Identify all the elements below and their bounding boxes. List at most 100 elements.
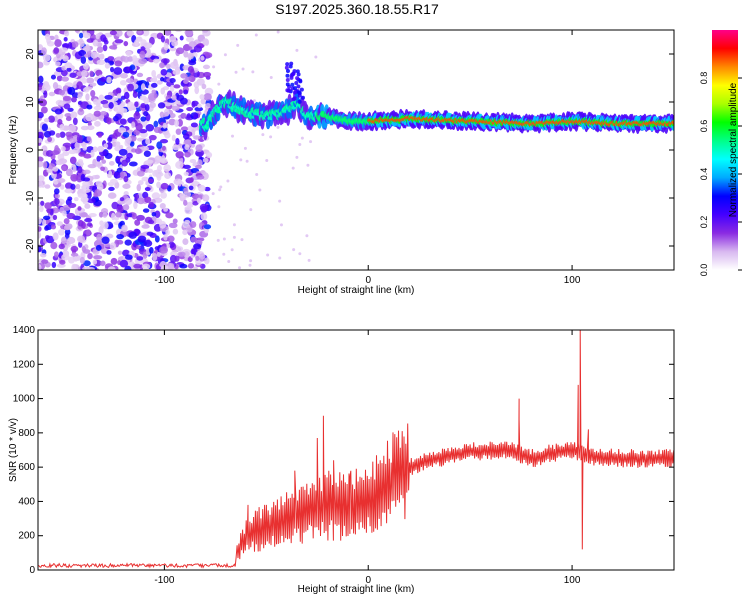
heatmap-cell	[108, 170, 113, 179]
heatmap-cell	[38, 205, 44, 213]
heatmap-cell	[193, 266, 198, 270]
heatmap-cell	[57, 118, 63, 125]
heatmap-cell	[42, 161, 48, 169]
heatmap-cell	[101, 159, 107, 164]
heatmap-cell	[230, 248, 234, 252]
heatmap-cell	[174, 30, 183, 33]
heatmap-cell	[110, 96, 119, 102]
snr-y-tick-label: 800	[18, 428, 35, 439]
heatmap-cell	[110, 257, 118, 265]
heatmap-cell	[44, 33, 51, 41]
heatmap-cell	[94, 120, 101, 127]
heatmap-cell	[165, 212, 174, 219]
heatmap-cell	[199, 94, 205, 100]
heatmap-cell	[85, 93, 90, 101]
heatmap-cell	[309, 140, 313, 144]
heatmap-cell	[131, 212, 137, 220]
heatmap-cell	[51, 261, 57, 269]
heatmap-cell	[117, 127, 127, 134]
colorbar-tick-label: 0.8	[699, 72, 709, 85]
heatmap-cell	[128, 106, 134, 111]
heatmap-cell	[154, 210, 161, 219]
heatmap-cell	[172, 218, 178, 224]
snr-y-label: SNR (10 * v/v)	[8, 418, 19, 482]
heatmap-cell	[187, 262, 195, 269]
heatmap-cell	[70, 252, 79, 257]
heatmap-cell	[146, 159, 154, 164]
heatmap-cell	[60, 184, 65, 190]
heatmap-cell	[156, 173, 162, 181]
heatmap-cell	[219, 185, 223, 189]
colorbar-tick-label: 0.0	[699, 264, 709, 277]
heatmap-cell	[45, 150, 54, 157]
heatmap-cell	[96, 102, 101, 108]
heatmap-cell	[50, 241, 58, 250]
heatmap-cell	[159, 158, 168, 164]
heatmap-cell	[185, 36, 195, 42]
heatmap-cell	[172, 144, 181, 151]
heatmap-cell	[102, 212, 108, 218]
heatmap-cell	[52, 166, 59, 172]
heatmap-cell	[156, 141, 163, 150]
heatmap-cell	[48, 115, 55, 123]
heatmap-cell	[102, 44, 108, 52]
heatmap-cell	[128, 161, 138, 167]
heatmap-cell	[100, 99, 109, 105]
heatmap-cell	[50, 224, 57, 230]
heatmap-cell	[123, 40, 129, 47]
heatmap-cell	[184, 206, 192, 211]
heatmap-cell	[124, 254, 133, 260]
heatmap-cell	[266, 253, 270, 257]
heatmap-cell	[46, 208, 51, 214]
heatmap-cell	[193, 113, 198, 120]
heatmap-cell	[99, 220, 104, 226]
heatmap-cell	[77, 235, 86, 243]
heatmap-cell	[171, 94, 177, 101]
heatmap-cell	[297, 93, 302, 98]
heatmap-cell	[129, 64, 136, 71]
heatmap-cell	[216, 110, 221, 122]
heatmap-cell	[61, 65, 66, 71]
heatmap-cell	[147, 168, 153, 174]
heatmap-cell	[179, 196, 186, 202]
heatmap-cell	[143, 110, 149, 117]
heatmap-cell	[222, 237, 226, 241]
heatmap-cell	[128, 231, 137, 239]
snr-y-ticks: 0 200 400 600 800 1000 1200 1400	[13, 325, 674, 576]
heatmap-cell	[293, 86, 298, 91]
heatmap-cell	[78, 151, 86, 157]
heatmap-cell	[54, 61, 61, 67]
snr-y-tick-label: 400	[18, 496, 35, 507]
heatmap-cell	[82, 145, 88, 151]
colorbar-label: Normalized spectral amplitude	[728, 82, 739, 217]
heatmap-cell	[66, 236, 76, 245]
heatmap-cell	[96, 59, 106, 65]
heatmap-cell	[100, 34, 107, 42]
snr-y-tick-label: 600	[18, 462, 35, 473]
heatmap-cell	[95, 244, 102, 251]
heatmap-cell	[106, 117, 112, 125]
heatmap-cell	[87, 121, 92, 127]
heatmap-cell	[65, 168, 73, 177]
heatmap-cell	[44, 225, 49, 231]
heatmap-cell	[136, 256, 144, 261]
heatmap-cell	[249, 208, 253, 212]
heatmap-cell	[186, 225, 193, 233]
heatmap-cell	[188, 185, 194, 191]
heatmap-cell	[38, 175, 45, 182]
heatmap-cell	[56, 75, 63, 82]
heatmap-cell	[190, 140, 197, 145]
heatmap-cell	[278, 256, 282, 260]
heatmap-cell	[114, 39, 124, 44]
heatmap-cell	[55, 99, 64, 106]
snr-y-tick-label: 1400	[13, 325, 36, 336]
heatmap-cell	[296, 72, 301, 77]
heatmap-cell	[61, 76, 70, 82]
heatmap-cell	[168, 222, 178, 229]
heatmap-cell	[54, 251, 59, 258]
heatmap-cell	[84, 217, 93, 223]
heatmap-cell	[87, 222, 93, 227]
spectrogram-y-tick-label: -20	[25, 238, 36, 253]
heatmap-cell	[117, 250, 123, 255]
heatmap-cell	[106, 76, 112, 84]
